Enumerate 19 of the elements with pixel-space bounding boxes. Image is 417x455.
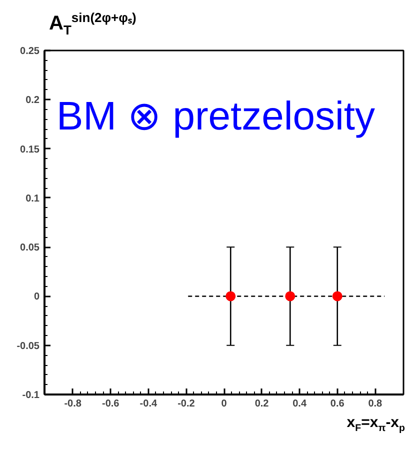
x-tick-label: -0.6: [102, 398, 120, 410]
y-tick-label: 0.05: [20, 242, 40, 254]
x-axis-title: x$_{F}$=x$_{π}$-x$_{p}$: [346, 413, 405, 436]
x-tick-label: -0.2: [178, 398, 196, 410]
x-tick-label: 0.4: [292, 398, 307, 410]
y-tick-label: 0.15: [20, 144, 40, 156]
x-tick-label: 0.8: [368, 398, 383, 410]
x-tick-label: 0.2: [254, 398, 270, 410]
annotation: BM ⊗ pretzelosity: [56, 94, 376, 138]
x-tick-label: 0.6: [330, 398, 345, 410]
y-tick-label: -0.1: [22, 390, 40, 401]
y-tick-label: 0: [34, 292, 40, 303]
x-tick-label: -0.8: [64, 398, 82, 410]
y-tick-label: -0.05: [16, 340, 40, 352]
x-tick-label: -0.4: [140, 398, 158, 410]
y-tick-label: 0.2: [26, 95, 40, 106]
x-tick-label: 0: [221, 398, 228, 410]
y-tick-label: 0.1: [26, 193, 40, 204]
y-tick-label: 0.25: [20, 46, 40, 57]
